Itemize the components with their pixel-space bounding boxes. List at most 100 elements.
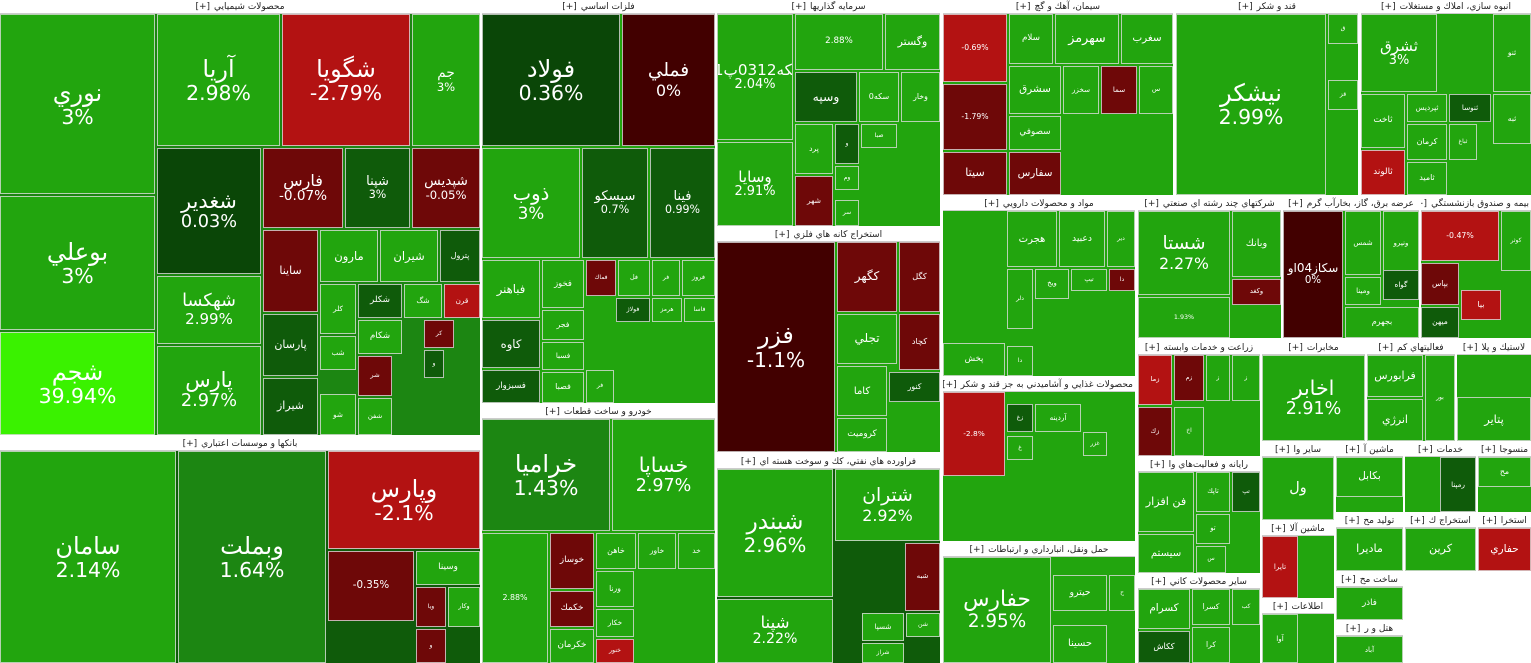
stock-tile[interactable]: ويخ	[1035, 269, 1069, 299]
stock-tile[interactable]: شن	[906, 613, 940, 637]
expand-toggle[interactable]: [+]	[1462, 343, 1478, 353]
sector-header[interactable]: حمل ونقل، انبارداري و ارتباطات[+]	[943, 543, 1135, 557]
stock-tile[interactable]: ثاميد	[1407, 162, 1447, 195]
expand-toggle[interactable]: [+]	[774, 230, 790, 240]
expand-toggle[interactable]: [+]	[1151, 577, 1166, 587]
stock-tile[interactable]: وپارس -2.1%	[328, 451, 480, 549]
stock-tile[interactable]: ماديرا	[1336, 528, 1403, 571]
expand-toggle[interactable]: [+]	[1144, 199, 1159, 209]
stock-tile[interactable]: زم	[1174, 355, 1204, 401]
stock-tile[interactable]: شهر	[795, 176, 833, 226]
expand-toggle[interactable]: [+]	[562, 2, 577, 12]
stock-tile[interactable]: فاسا	[684, 298, 715, 322]
stock-tile[interactable]: سيستم	[1138, 534, 1194, 573]
stock-tile[interactable]: وسينا	[416, 551, 480, 585]
sector-header[interactable]: محصولات غذايي و آشاميدني به جز قند و شكر…	[943, 378, 1135, 392]
sector-header[interactable]: هتل و ر[+]	[1336, 622, 1403, 636]
sector-header[interactable]: انبوه سازي، املاك و مستغلات[+]	[1361, 0, 1531, 14]
stock-tile[interactable]: پترول	[440, 230, 480, 282]
stock-tile[interactable]: -1.79%	[943, 84, 1007, 150]
sector-header[interactable]: خودرو و ساخت قطعات[+]	[482, 405, 715, 419]
sector-header[interactable]: مخابرات[+]	[1262, 341, 1365, 355]
stock-tile[interactable]: سامان 2.14%	[0, 451, 176, 663]
stock-tile[interactable]: پخش	[943, 343, 1005, 376]
stock-tile[interactable]: كگل	[899, 242, 940, 312]
expand-toggle[interactable]: [+]	[1271, 524, 1286, 534]
expand-toggle[interactable]: [+]	[984, 199, 999, 209]
stock-tile[interactable]: تاپك	[1196, 472, 1230, 512]
stock-tile[interactable]: دير	[1107, 211, 1135, 267]
stock-tile[interactable]: ثبه	[1493, 94, 1531, 144]
stock-tile[interactable]: فملي 0%	[622, 14, 715, 146]
stock-tile[interactable]: فباهنر	[482, 260, 540, 318]
stock-tile[interactable]: سر	[835, 200, 859, 226]
stock-tile[interactable]: حفارس 2.95%	[943, 557, 1051, 663]
stock-tile[interactable]: غزر	[1083, 432, 1107, 456]
stock-tile[interactable]: فارس -0.07%	[263, 148, 343, 228]
stock-tile[interactable]: س	[1139, 66, 1173, 114]
stock-tile[interactable]: سخزر	[1063, 66, 1099, 114]
stock-tile[interactable]: فرابورس	[1367, 355, 1423, 397]
stock-tile[interactable]: بجهرم	[1345, 307, 1419, 338]
sector-header[interactable]: ساير محصولات كاني[+]	[1138, 575, 1260, 589]
stock-tile[interactable]: آريا 2.98%	[157, 14, 280, 146]
stock-tile[interactable]: بيا	[1461, 290, 1501, 320]
sector-header[interactable]: استخراج ك[+]	[1405, 514, 1476, 528]
stock-tile[interactable]: زغ	[1007, 404, 1033, 432]
stock-tile[interactable]: مارون	[320, 230, 378, 282]
stock-tile[interactable]: شكام	[358, 320, 402, 354]
stock-tile[interactable]: كسرا	[1192, 589, 1230, 625]
stock-tile[interactable]: ساينا	[263, 230, 318, 312]
stock-tile[interactable]: خكمك	[550, 591, 594, 627]
stock-tile[interactable]: پارس 2.97%	[157, 346, 261, 435]
stock-tile[interactable]: 2.88%	[795, 14, 883, 70]
expand-toggle[interactable]: [+]	[1480, 445, 1496, 455]
expand-toggle[interactable]: [+]	[1144, 343, 1160, 353]
stock-tile[interactable]: كسرام	[1138, 589, 1190, 629]
stock-tile[interactable]: خوساز	[550, 533, 594, 589]
stock-tile[interactable]: -0.69%	[943, 14, 1007, 82]
stock-tile[interactable]: آوا	[1262, 614, 1298, 663]
stock-tile[interactable]: و	[835, 124, 859, 164]
stock-tile[interactable]: -0.47%	[1421, 211, 1499, 261]
stock-tile[interactable]: ح	[1109, 575, 1135, 611]
stock-tile[interactable]: دعبيد	[1059, 211, 1105, 267]
stock-tile[interactable]: فخوز	[542, 260, 584, 308]
stock-tile[interactable]: وكار	[448, 587, 480, 627]
sector-header[interactable]: ماشين آلا[+]	[1262, 522, 1334, 536]
stock-tile[interactable]: ورنا	[596, 571, 634, 607]
stock-tile[interactable]: قز	[1328, 80, 1358, 110]
stock-tile[interactable]: خساپا 2.97%	[612, 419, 715, 531]
stock-tile[interactable]: كگهر	[837, 242, 897, 312]
stock-tile[interactable]: كوثر	[1501, 211, 1531, 271]
stock-tile[interactable]: انرژي	[1367, 399, 1423, 441]
stock-tile[interactable]: سكاز04او 0%	[1283, 211, 1343, 338]
stock-tile[interactable]: بكابل	[1336, 457, 1403, 497]
stock-tile[interactable]: هرمز	[652, 298, 682, 322]
stock-tile[interactable]: تيپ	[1071, 269, 1107, 291]
sector-header[interactable]: اطلاعات[+]	[1262, 600, 1334, 614]
stock-tile[interactable]: فصبا	[542, 372, 584, 403]
sector-header[interactable]: محصولات شيميايي[+]	[0, 0, 480, 14]
stock-tile[interactable]: ككاش	[1138, 631, 1190, 663]
stock-tile[interactable]: سغرب	[1121, 14, 1173, 64]
sector-header[interactable]: سيمان، آهك و گچ[+]	[943, 0, 1173, 14]
stock-tile[interactable]: شگويا -2.79%	[282, 14, 410, 146]
stock-tile[interactable]: سكه0312پ012.04%	[717, 14, 793, 140]
stock-tile[interactable]: دلر	[1007, 269, 1033, 329]
expand-toggle[interactable]: [+]	[1238, 2, 1253, 12]
stock-tile[interactable]: كاوه	[482, 320, 540, 368]
stock-tile[interactable]: صبا	[861, 124, 897, 148]
stock-tile[interactable]: زك	[1138, 407, 1172, 456]
expand-toggle[interactable]: [+]	[1381, 2, 1396, 12]
stock-tile[interactable]: سشرق	[1009, 66, 1061, 114]
stock-tile[interactable]: فل	[618, 260, 650, 296]
stock-tile[interactable]: ثشرق 3%	[1361, 14, 1437, 92]
stock-tile[interactable]: ق	[1328, 14, 1358, 44]
stock-tile[interactable]: شغدير 0.03%	[157, 148, 261, 274]
stock-tile[interactable]: شيراز	[263, 378, 318, 435]
stock-tile[interactable]: نوري 3%	[0, 14, 155, 194]
stock-tile[interactable]: سصوفي	[1009, 116, 1061, 150]
stock-tile[interactable]: وبانك	[1232, 211, 1281, 277]
stock-tile[interactable]: غ	[1007, 436, 1033, 460]
